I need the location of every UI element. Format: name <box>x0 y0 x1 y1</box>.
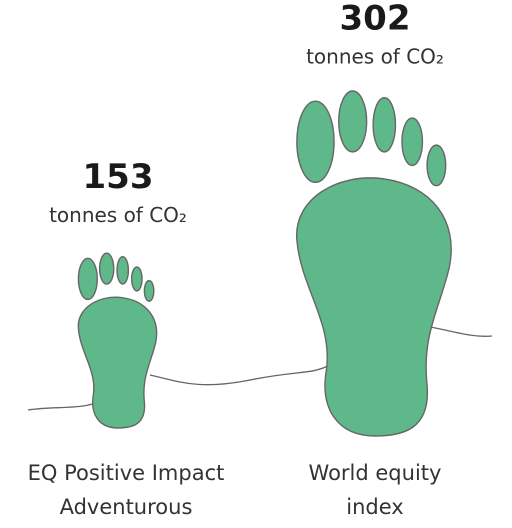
foot-toe <box>100 253 114 284</box>
footprint <box>78 253 156 428</box>
foot-toe <box>132 267 142 291</box>
foot-toe <box>78 258 97 299</box>
unit-label: tonnes of CO₂ <box>49 203 187 227</box>
foot-toe <box>402 118 422 165</box>
foot-toe <box>373 98 395 152</box>
foot-toe <box>297 101 334 182</box>
chart: 153 tonnes of CO₂ 302 tonnes of CO₂ <box>0 0 512 528</box>
unit-label: tonnes of CO₂ <box>306 44 444 68</box>
footprint <box>297 91 452 436</box>
value-label: 302 <box>340 0 411 38</box>
foot-sole <box>297 178 452 436</box>
foot-toe <box>144 281 153 302</box>
category-label: World equity index <box>290 456 460 524</box>
foot-toe <box>339 91 367 152</box>
infographic: 153 tonnes of CO₂ 302 tonnes of CO₂ EQ Posi… <box>0 0 512 528</box>
foot-toe <box>427 145 446 186</box>
category-label: EQ Positive Impact Adventurous <box>1 456 251 524</box>
value-label: 153 <box>83 157 154 197</box>
foot-toe <box>117 257 128 284</box>
foot-sole <box>78 297 156 428</box>
